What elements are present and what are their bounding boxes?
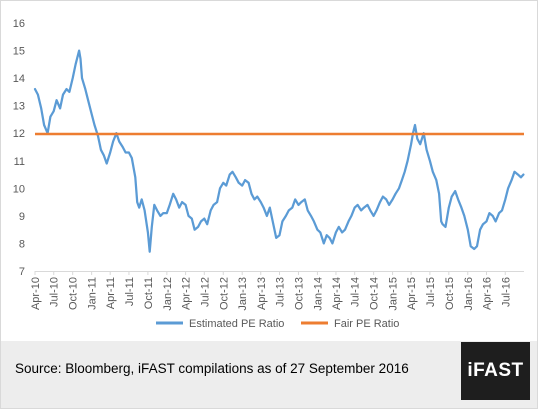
y-tick-label: 15 — [13, 46, 25, 58]
x-tick-label: Jul-12 — [199, 277, 211, 307]
legend-label: Fair PE Ratio — [334, 318, 399, 330]
x-axis: Apr-10 Jul-10 Oct-10 Jan-11 Apr-11 Jul-11 Oct-… — [30, 271, 524, 311]
legend-label: Estimated PE Ratio — [189, 318, 284, 330]
source-note: Source: Bloomberg, iFAST compilations as… — [15, 361, 409, 376]
x-tick-label: Jul-15 — [425, 277, 437, 307]
x-tick-label: Jan-15 — [388, 277, 400, 311]
x-tick-label: Jan-13 — [237, 277, 249, 311]
x-tick-label: Oct-15 — [444, 277, 456, 310]
y-tick-label: 14 — [13, 73, 25, 85]
x-tick-label: Jul-10 — [49, 277, 61, 307]
y-axis: 7 8 9 10 11 12 13 14 15 16 — [13, 18, 25, 278]
legend: Estimated PE Ratio Fair PE Ratio — [156, 318, 399, 330]
series-line-estimated-pe — [33, 49, 525, 253]
x-tick-label: Apr-14 — [331, 277, 343, 310]
x-tick-label: Apr-16 — [482, 277, 494, 310]
x-tick-label: Jan-14 — [312, 277, 324, 311]
x-tick-label: Oct-13 — [293, 277, 305, 310]
x-tick-label: Jan-16 — [463, 277, 475, 311]
x-tick-label: Jan-11 — [87, 277, 99, 310]
x-tick-label: Apr-10 — [30, 277, 42, 310]
x-tick-label: Jul-16 — [500, 277, 512, 307]
x-tick-label: Jul-11 — [124, 277, 136, 306]
ifast-logo: iFAST — [461, 342, 530, 400]
x-tick-label: Oct-14 — [369, 277, 381, 310]
x-tick-label: Jan-12 — [162, 277, 174, 311]
y-tick-label: 10 — [13, 183, 25, 195]
y-tick-label: 8 — [19, 238, 25, 250]
x-tick-label: Jul-13 — [275, 277, 287, 307]
y-tick-label: 12 — [13, 128, 25, 140]
y-tick-label: 11 — [14, 156, 25, 168]
source-footer: Source: Bloomberg, iFAST compilations as… — [1, 341, 537, 408]
x-tick-label: Apr-11 — [105, 277, 117, 309]
y-tick-label: 16 — [13, 18, 25, 30]
pe-ratio-chart: 7 8 9 10 11 12 13 14 15 16 Apr-10 Jul-10 Oct-10 Jan-… — [13, 18, 525, 330]
x-tick-label: Apr-13 — [256, 277, 268, 310]
series-layer — [33, 49, 525, 253]
x-tick-label: Oct-12 — [218, 277, 230, 310]
y-tick-label: 13 — [13, 101, 25, 113]
x-tick-label: Apr-15 — [406, 277, 418, 310]
x-tick-label: Apr-12 — [181, 277, 193, 310]
y-tick-label: 9 — [19, 211, 25, 223]
y-tick-label: 7 — [19, 266, 25, 278]
x-tick-label: Oct-10 — [68, 277, 80, 310]
x-tick-label: Oct-11 — [143, 277, 155, 309]
x-tick-label: Jul-14 — [350, 277, 362, 307]
